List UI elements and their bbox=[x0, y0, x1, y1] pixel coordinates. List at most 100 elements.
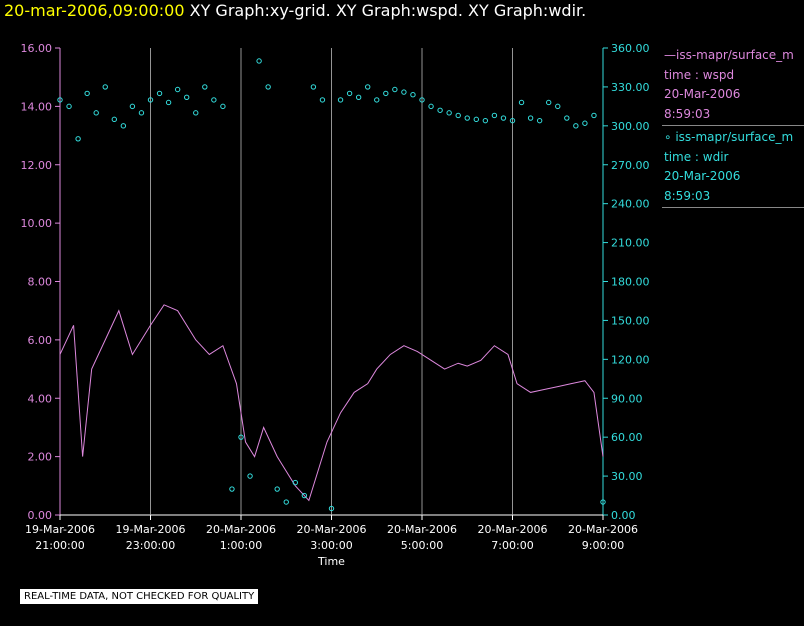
wdir-data-point bbox=[500, 115, 507, 121]
wdir-data-point bbox=[292, 479, 298, 486]
wdir-data-point bbox=[75, 136, 81, 142]
wdir-data-point bbox=[401, 89, 407, 95]
x-tick-label-date: 20-Mar-2006 bbox=[297, 523, 367, 536]
wdir-data-point bbox=[555, 103, 561, 110]
wdir-data-point bbox=[518, 99, 525, 106]
x-tick-label-date: 20-Mar-2006 bbox=[478, 523, 548, 536]
legend-wdir-date: 20-Mar-2006 bbox=[664, 169, 741, 183]
x-tick-label-date: 19-Mar-2006 bbox=[116, 523, 186, 536]
wdir-data-point bbox=[564, 115, 570, 121]
wdir-data-point bbox=[129, 103, 136, 110]
y-left-tick-label: 2.00 bbox=[28, 451, 53, 464]
y-right-tick-label: 240.00 bbox=[611, 198, 650, 211]
wdir-data-point bbox=[165, 99, 172, 106]
wdir-data-point bbox=[265, 84, 271, 90]
wdir-data-point bbox=[582, 120, 588, 126]
legend-wdir-time: 8:59:03 bbox=[664, 188, 711, 203]
legend-wdir: ∘ iss-mapr/surface_m time : wdir 20-Mar-… bbox=[664, 128, 804, 206]
x-axis-label: Time bbox=[317, 555, 345, 568]
wdir-data-point bbox=[410, 92, 416, 98]
wdir-data-point bbox=[328, 505, 335, 512]
wdir-data-point bbox=[202, 84, 208, 90]
y-right-tick-label: 0.00 bbox=[611, 509, 636, 522]
y-left-tick-label: 10.00 bbox=[21, 217, 53, 230]
quality-disclaimer: REAL-TIME DATA, NOT CHECKED FOR QUALITY bbox=[20, 589, 259, 604]
y-right-tick-label: 120.00 bbox=[611, 353, 650, 366]
legend-wspd: —iss-mapr/surface_m time : wspd 20-Mar-2… bbox=[664, 46, 804, 124]
wdir-data-point bbox=[211, 97, 217, 103]
legend-wspd-name: —iss-mapr/surface_m bbox=[664, 48, 794, 62]
wdir-data-point bbox=[374, 97, 380, 103]
wdir-data-point bbox=[527, 115, 534, 121]
y-right-tick-label: 330.00 bbox=[611, 81, 650, 94]
x-tick-label-time: 23:00:00 bbox=[126, 539, 175, 552]
wdir-data-point bbox=[319, 97, 326, 103]
wdir-data-point bbox=[111, 116, 118, 123]
wdir-data-point bbox=[174, 86, 181, 93]
wdir-data-point bbox=[464, 115, 470, 121]
wdir-data-point bbox=[156, 90, 163, 97]
x-tick-label-time: 7:00:00 bbox=[491, 539, 533, 552]
wdir-data-point bbox=[247, 473, 253, 479]
x-tick-label-time: 1:00:00 bbox=[220, 539, 262, 552]
y-right-tick-label: 210.00 bbox=[611, 237, 650, 250]
wdir-data-point bbox=[473, 116, 479, 123]
wdir-data-point bbox=[482, 117, 489, 124]
wdir-data-point bbox=[120, 123, 127, 129]
wdir-data-point bbox=[600, 499, 606, 505]
wdir-data-point bbox=[102, 84, 108, 90]
wdir-data-point bbox=[491, 112, 498, 119]
wdir-data-point bbox=[256, 58, 262, 64]
wdir-data-point bbox=[301, 492, 308, 499]
y-right-tick-label: 270.00 bbox=[611, 159, 650, 172]
wdir-data-point bbox=[419, 97, 425, 103]
y-left-tick-label: 16.00 bbox=[21, 42, 53, 55]
x-tick-label-time: 5:00:00 bbox=[401, 539, 443, 552]
x-tick-label-time: 21:00:00 bbox=[35, 539, 84, 552]
wdir-data-point bbox=[455, 112, 461, 119]
title-datetime: 20-mar-2006,09:00:00 bbox=[4, 1, 185, 20]
y-left-tick-label: 6.00 bbox=[28, 334, 53, 347]
y-left-tick-label: 4.00 bbox=[28, 392, 53, 405]
window-title: 20-mar-2006,09:00:00 XY Graph:xy-grid. X… bbox=[4, 1, 586, 20]
wdir-data-point bbox=[591, 112, 597, 119]
wdir-data-point bbox=[274, 486, 280, 492]
x-tick-label-date: 19-Mar-2006 bbox=[25, 523, 95, 536]
legend-wdir-var: time : wdir bbox=[664, 149, 729, 164]
legend-divider-bottom bbox=[662, 207, 804, 208]
wdir-data-point bbox=[138, 110, 145, 116]
legend-wspd-date: 20-Mar-2006 bbox=[664, 87, 741, 101]
legend-wspd-var: time : wspd bbox=[664, 67, 735, 82]
wdir-data-point bbox=[337, 97, 344, 103]
wdir-data-point bbox=[193, 110, 199, 116]
wdir-data-point bbox=[283, 499, 289, 505]
wdir-data-point bbox=[93, 110, 99, 116]
y-right-tick-label: 150.00 bbox=[611, 314, 650, 327]
x-tick-label-date: 20-Mar-2006 bbox=[206, 523, 276, 536]
y-left-tick-label: 8.00 bbox=[28, 276, 53, 289]
legend-wspd-time: 8:59:03 bbox=[664, 106, 711, 121]
title-graphs: XY Graph:xy-grid. XY Graph:wspd. XY Grap… bbox=[189, 1, 587, 20]
wdir-data-point bbox=[546, 99, 552, 106]
y-right-tick-label: 300.00 bbox=[611, 120, 650, 133]
wdir-data-point bbox=[355, 94, 362, 100]
wdir-data-point bbox=[238, 434, 244, 440]
wdir-data-point bbox=[383, 90, 389, 97]
y-right-tick-label: 360.00 bbox=[611, 42, 650, 55]
wdir-data-point bbox=[57, 97, 63, 103]
wdir-data-point bbox=[446, 110, 452, 116]
wdir-data-point bbox=[437, 107, 443, 113]
wdir-data-point bbox=[84, 90, 90, 97]
wdir-data-point bbox=[346, 90, 353, 97]
y-left-tick-label: 14.00 bbox=[21, 100, 53, 113]
wspd-series-line bbox=[59, 304, 604, 502]
wdir-data-point bbox=[220, 103, 226, 110]
y-left-tick-label: 12.00 bbox=[21, 159, 53, 172]
y-left-tick-label: 0.00 bbox=[28, 509, 53, 522]
wdir-data-point bbox=[184, 94, 190, 100]
wdir-data-point bbox=[229, 486, 235, 492]
wdir-data-point bbox=[365, 84, 371, 90]
x-tick-label-time: 9:00:00 bbox=[582, 539, 624, 552]
wdir-data-point bbox=[536, 117, 543, 124]
